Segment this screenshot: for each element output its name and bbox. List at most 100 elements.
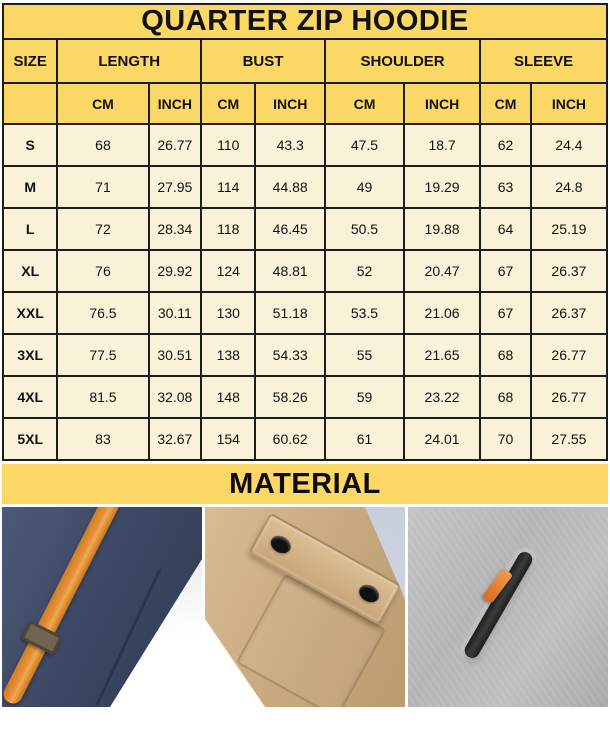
row-size-label: XL <box>1 249 59 293</box>
cell-value: 114 <box>200 165 257 209</box>
cell-value: 154 <box>200 417 257 461</box>
unit-header: CM <box>323 82 406 125</box>
cell-value: 48.81 <box>254 249 326 293</box>
table-row: S 68 26.77 110 43.3 47.5 18.7 62 24.4 <box>1 123 609 167</box>
cell-value: 32.67 <box>147 417 203 461</box>
snap-button <box>356 581 383 606</box>
cell-value: 18.7 <box>403 123 482 167</box>
table-row: 4XL 81.5 32.08 148 58.26 59 23.22 68 26.… <box>1 375 609 419</box>
unit-header: INCH <box>403 82 482 125</box>
zipper-pull <box>481 567 514 604</box>
cell-value: 62 <box>479 123 532 167</box>
table-row: M 71 27.95 114 44.88 49 19.29 63 24.8 <box>1 165 609 209</box>
cell-value: 148 <box>200 375 257 419</box>
row-size-label: 5XL <box>1 417 59 461</box>
cell-value: 81.5 <box>56 375 150 419</box>
unit-header: INCH <box>147 82 203 125</box>
cell-value: 30.11 <box>147 291 203 335</box>
cell-value: 68 <box>479 375 532 419</box>
cell-value: 24.8 <box>529 165 609 209</box>
header-sleeve: SLEEVE <box>479 38 608 84</box>
cell-value: 20.47 <box>403 249 482 293</box>
cell-value: 44.88 <box>254 165 326 209</box>
cell-value: 110 <box>200 123 257 167</box>
table-row: 3XL 77.5 30.51 138 54.33 55 21.65 68 26.… <box>1 333 609 377</box>
table-row: XXL 76.5 30.11 130 51.18 53.5 21.06 67 2… <box>1 291 609 335</box>
cell-value: 77.5 <box>56 333 150 377</box>
row-size-label: M <box>1 165 59 209</box>
header-size: SIZE <box>1 38 59 84</box>
cell-value: 26.37 <box>529 249 609 293</box>
cell-value: 19.88 <box>403 207 482 251</box>
unit-header: CM <box>56 82 150 125</box>
table-row: XL 76 29.92 124 48.81 52 20.47 67 26.37 <box>1 249 609 293</box>
cell-value: 59 <box>323 375 406 419</box>
cell-value: 76.5 <box>56 291 150 335</box>
cell-value: 32.08 <box>147 375 203 419</box>
cell-value: 26.77 <box>529 375 609 419</box>
row-size-label: XXL <box>1 291 59 335</box>
row-size-label: 4XL <box>1 375 59 419</box>
cell-value: 21.65 <box>403 333 482 377</box>
cell-value: 28.34 <box>147 207 203 251</box>
cell-value: 43.3 <box>254 123 326 167</box>
cell-value: 47.5 <box>323 123 406 167</box>
cell-value: 29.92 <box>147 249 203 293</box>
cell-value: 46.45 <box>254 207 326 251</box>
material-photo-gray-zipper <box>408 507 608 707</box>
unit-header: INCH <box>254 82 326 125</box>
cell-value: 71 <box>56 165 150 209</box>
cell-value: 25.19 <box>529 207 609 251</box>
page-title: QUARTER ZIP HOODIE <box>2 3 608 40</box>
size-chart-table: QUARTER ZIP HOODIE SIZE LENGTH BUST SHOU… <box>1 3 609 461</box>
row-size-label: L <box>1 207 59 251</box>
cell-value: 26.77 <box>147 123 203 167</box>
cell-value: 64 <box>479 207 532 251</box>
snap-button <box>267 532 294 557</box>
material-photo-navy-drawstring <box>2 507 202 707</box>
cell-value: 67 <box>479 291 532 335</box>
cell-value: 83 <box>56 417 150 461</box>
material-photo-khaki-pocket <box>205 507 405 707</box>
cell-value: 67 <box>479 249 532 293</box>
row-size-label: S <box>1 123 59 167</box>
cell-value: 130 <box>200 291 257 335</box>
table-row: 5XL 83 32.67 154 60.62 61 24.01 70 27.55 <box>1 417 609 461</box>
cell-value: 24.4 <box>529 123 609 167</box>
cell-value: 49 <box>323 165 406 209</box>
cell-value: 53.5 <box>323 291 406 335</box>
cell-value: 54.33 <box>254 333 326 377</box>
unit-header: CM <box>200 82 257 125</box>
cell-value: 27.55 <box>529 417 609 461</box>
cell-value: 63 <box>479 165 532 209</box>
zipper <box>462 549 535 661</box>
cell-value: 30.51 <box>147 333 203 377</box>
cell-value: 118 <box>200 207 257 251</box>
drawstring-buckle <box>20 620 63 656</box>
cell-value: 76 <box>56 249 150 293</box>
cell-value: 26.37 <box>529 291 609 335</box>
row-size-label: 3XL <box>1 333 59 377</box>
cell-value: 60.62 <box>254 417 326 461</box>
cell-value: 55 <box>323 333 406 377</box>
material-heading: MATERIAL <box>2 464 608 504</box>
cell-value: 26.77 <box>529 333 609 377</box>
material-photos <box>2 507 608 707</box>
header-size-empty <box>1 82 59 125</box>
unit-header: INCH <box>529 82 609 125</box>
cell-value: 50.5 <box>323 207 406 251</box>
cell-value: 24.01 <box>403 417 482 461</box>
header-bust: BUST <box>200 38 326 84</box>
cell-value: 52 <box>323 249 406 293</box>
header-shoulder: SHOULDER <box>323 38 482 84</box>
cell-value: 21.06 <box>403 291 482 335</box>
cell-value: 27.95 <box>147 165 203 209</box>
cell-value: 61 <box>323 417 406 461</box>
cell-value: 19.29 <box>403 165 482 209</box>
table-row: L 72 28.34 118 46.45 50.5 19.88 64 25.19 <box>1 207 609 251</box>
orange-drawstring <box>2 507 124 707</box>
cell-value: 124 <box>200 249 257 293</box>
cell-value: 72 <box>56 207 150 251</box>
cell-value: 138 <box>200 333 257 377</box>
